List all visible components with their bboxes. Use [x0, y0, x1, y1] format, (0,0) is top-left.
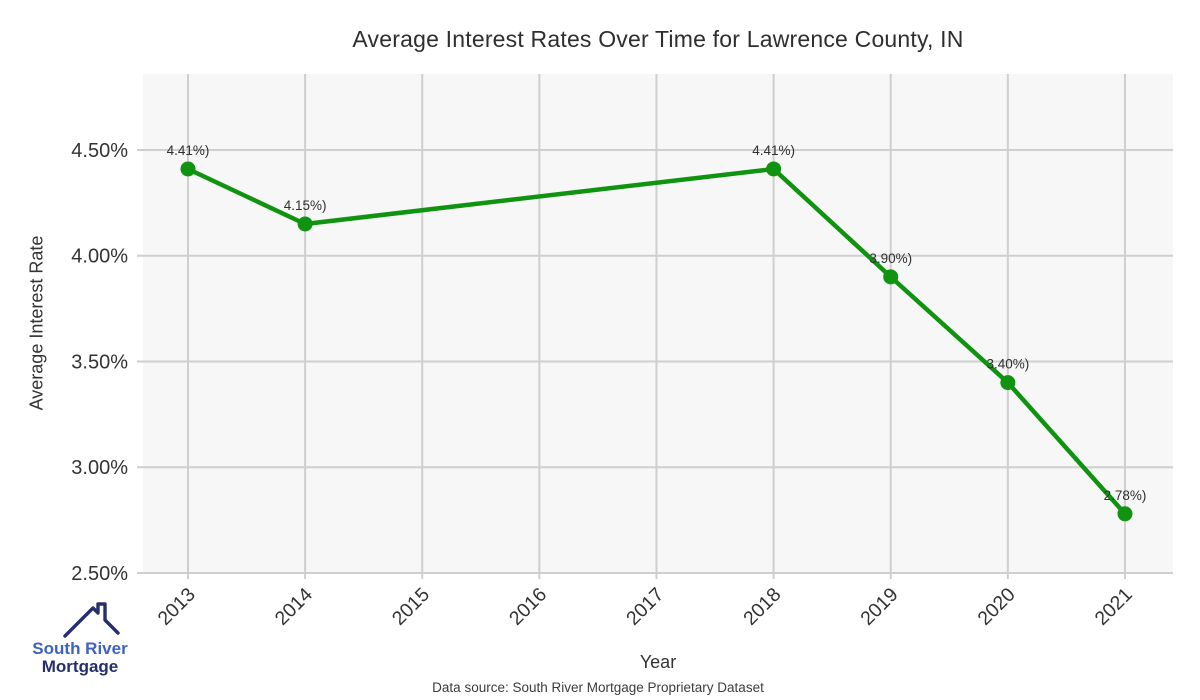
data-point — [1000, 375, 1016, 391]
y-tick-label: 3.00% — [71, 457, 128, 479]
x-tick-label: 2019 — [856, 584, 902, 630]
data-point-label: 2.78%) — [1104, 488, 1147, 503]
y-tick-label: 4.00% — [71, 246, 128, 268]
y-tick-label: 4.50% — [71, 140, 128, 162]
x-tick-label: 2018 — [739, 584, 785, 630]
x-tick-label: 2014 — [271, 583, 317, 629]
x-axis-title: Year — [639, 652, 677, 672]
chart-title: Average Interest Rates Over Time for Law… — [352, 26, 964, 52]
x-tick-label: 2021 — [1091, 584, 1137, 630]
x-tick-label: 2016 — [505, 584, 551, 630]
data-source-note: Data source: South River Mortgage Propri… — [432, 680, 764, 695]
data-point-label: 4.15%) — [284, 198, 327, 213]
x-tick-label: 2015 — [388, 583, 434, 629]
data-point — [766, 161, 782, 177]
data-point-label: 3.90%) — [869, 251, 912, 266]
data-point-label: 4.41%) — [167, 143, 210, 158]
south-river-mortgage-logo: South River Mortgage — [20, 599, 140, 676]
y-tick-label: 3.50% — [71, 351, 128, 373]
logo-text-line1: South River — [32, 639, 128, 658]
data-point-label: 3.40%) — [986, 357, 1029, 372]
data-point — [297, 216, 313, 232]
x-tick-label: 2020 — [973, 583, 1019, 629]
trend-line — [185, 166, 1128, 517]
data-point-label: 4.41%) — [752, 143, 795, 158]
plot-area — [143, 74, 1173, 573]
data-point — [883, 269, 899, 285]
x-tick-label: 2017 — [622, 584, 668, 630]
data-point — [1117, 506, 1133, 522]
house-roof-icon — [63, 602, 120, 638]
y-tick-label: 2.50% — [71, 563, 128, 585]
logo-text-line2: Mortgage — [41, 656, 119, 676]
data-point — [180, 161, 196, 177]
x-tick-label: 2013 — [154, 584, 200, 630]
